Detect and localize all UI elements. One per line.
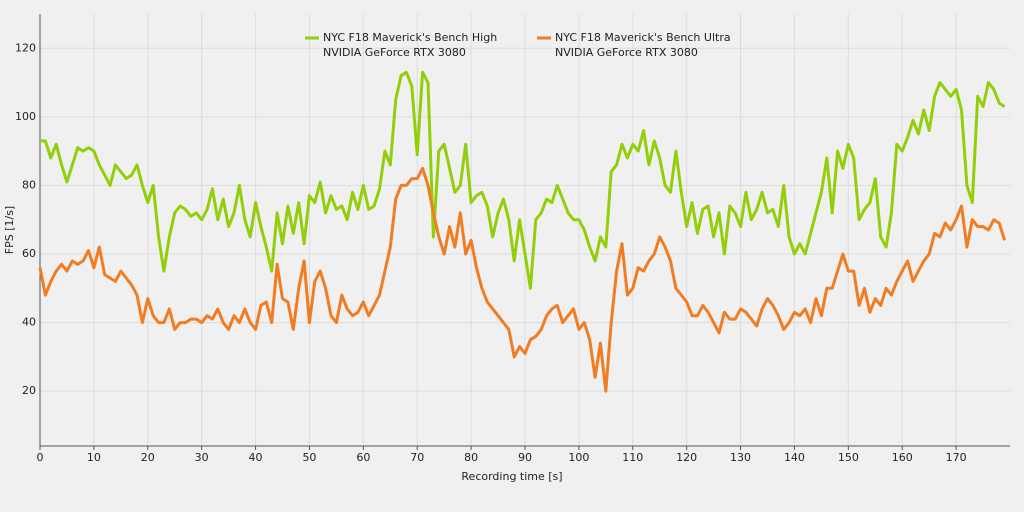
x-tick-label: 140 (784, 451, 805, 464)
y-tick-label: 80 (22, 178, 36, 191)
x-tick-label: 160 (892, 451, 913, 464)
x-axis-title: Recording time [s] (461, 470, 562, 483)
x-tick-label: 30 (195, 451, 209, 464)
x-tick-label: 150 (838, 451, 859, 464)
series-line (38, 166, 1007, 393)
x-tick-label: 130 (730, 451, 751, 464)
x-tick-label: 40 (249, 451, 263, 464)
legend-device: NVIDIA GeForce RTX 3080 (555, 46, 698, 59)
x-tick-label: 170 (946, 451, 967, 464)
legend-label: NYC F18 Maverick's Bench Ultra (555, 31, 731, 44)
x-tick-label: 70 (410, 451, 424, 464)
x-tick-label: 120 (676, 451, 697, 464)
x-tick-label: 110 (622, 451, 643, 464)
legend-device: NVIDIA GeForce RTX 3080 (323, 46, 466, 59)
x-tick-label: 0 (37, 451, 44, 464)
x-tick-label: 20 (141, 451, 155, 464)
y-axis-title: FPS [1/s] (3, 206, 16, 254)
x-tick-label: 90 (518, 451, 532, 464)
x-tick-label: 60 (356, 451, 370, 464)
x-tick-label: 10 (87, 451, 101, 464)
x-tick-label: 50 (302, 451, 316, 464)
y-tick-label: 60 (22, 247, 36, 260)
x-tick-label: 80 (464, 451, 478, 464)
y-tick-label: 100 (15, 110, 36, 123)
x-tick-label: 100 (568, 451, 589, 464)
series-line (40, 70, 1006, 290)
y-tick-label: 120 (15, 41, 36, 54)
y-tick-label: 40 (22, 316, 36, 329)
y-tick-label: 20 (22, 384, 36, 397)
legend-label: NYC F18 Maverick's Bench High (323, 31, 497, 44)
